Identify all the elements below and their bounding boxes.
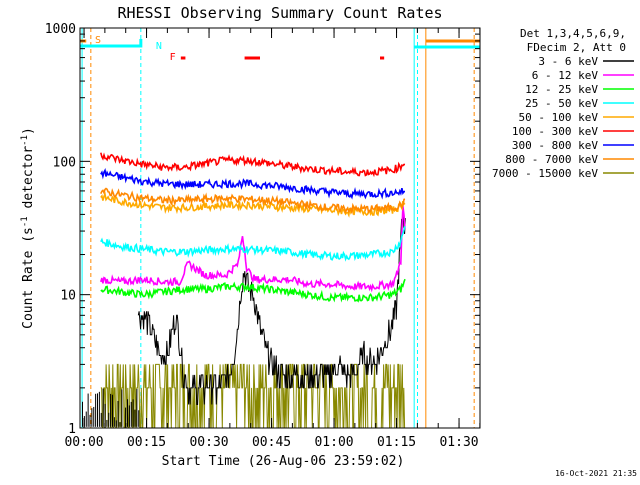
legend-header-line-1: FDecim 2, Att 0	[527, 41, 626, 54]
series-line-1	[100, 206, 406, 293]
y-axis-label: Count Rate (s-1 detector-1)	[20, 127, 36, 329]
svg-text:Count Rate (s-1 detector-1): Count Rate (s-1 detector-1)	[20, 127, 36, 329]
x-axis-label: Start Time (26-Aug-06 23:59:02)	[162, 454, 405, 469]
plot-timestamp: 16-Oct-2021 21:35	[555, 469, 637, 478]
axes-frame	[79, 27, 481, 429]
series-line-3	[100, 226, 406, 262]
x-tick-label: 01:30	[439, 435, 478, 450]
legend-label-4: 50 - 100 keV	[519, 111, 599, 124]
legend-label-1: 6 - 12 keV	[532, 69, 599, 82]
x-tick-label: 01:15	[377, 435, 416, 450]
legend-header-line-0: Det 1,3,4,5,6,9,	[520, 27, 626, 40]
plot-area: S NF 1 10 100 1000 00:00 00:15 00:30 00:45 01:00 01…	[45, 22, 481, 450]
series-line-4	[100, 191, 406, 218]
legend-label-6: 300 - 800 keV	[512, 139, 598, 152]
y-tick-label: 1000	[45, 22, 76, 37]
legend-label-2: 12 - 25 keV	[525, 83, 598, 96]
legend-label-3: 25 - 50 keV	[525, 97, 598, 110]
x-tick-label: 00:15	[127, 435, 166, 450]
y-tick-label: 10	[60, 289, 76, 304]
series-line-7	[100, 187, 406, 215]
legend-header: Det 1,3,4,5,6,9,FDecim 2, Att 0	[520, 27, 626, 54]
x-tick-label: 00:00	[64, 435, 103, 450]
legend-label-5: 100 - 300 keV	[512, 125, 598, 138]
x-tick-label: 00:30	[189, 435, 228, 450]
flag-label-s: S	[95, 35, 101, 46]
flag-label-n: N	[156, 41, 162, 52]
legend-label-8: 7000 - 15000 keV	[492, 167, 598, 180]
series-line-2	[100, 278, 406, 303]
series-line-6	[100, 168, 405, 200]
legend-label-0: 3 - 6 keV	[538, 55, 598, 68]
chart-title: RHESSI Observing Summary Count Rates	[117, 4, 442, 22]
x-tick-label: 01:00	[314, 435, 353, 450]
legend-label-7: 800 - 7000 keV	[505, 153, 598, 166]
y-tick-label: 1	[68, 422, 76, 437]
x-tick-label: 00:45	[252, 435, 291, 450]
flag-label-f: F	[170, 52, 176, 63]
night-bar-left	[80, 39, 143, 48]
y-tick-label: 100	[53, 155, 76, 170]
series-line-0	[137, 214, 406, 405]
series-line-5	[100, 152, 406, 178]
